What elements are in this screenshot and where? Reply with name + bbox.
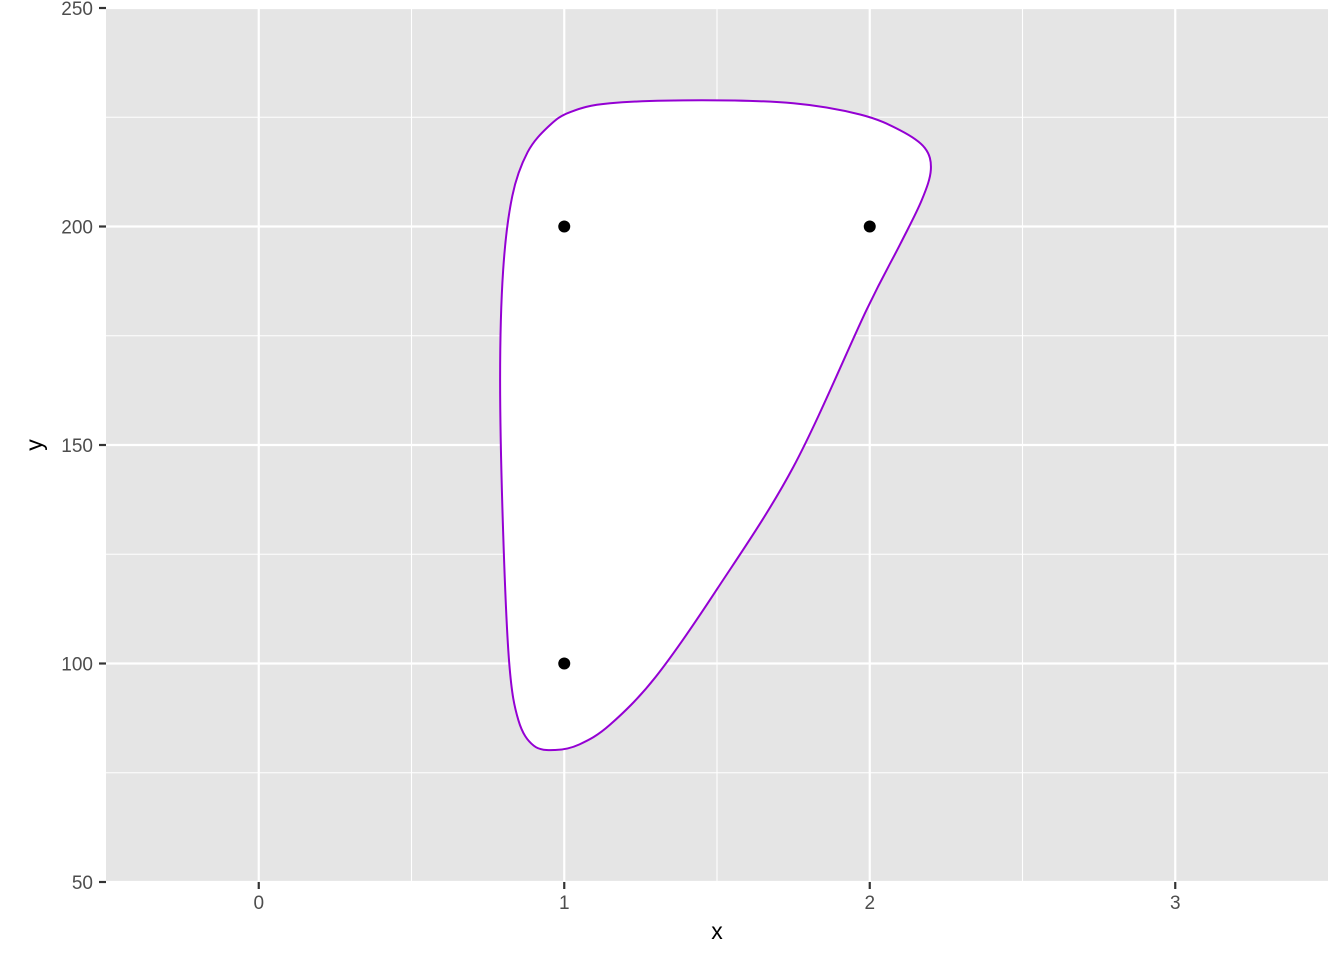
y-tick-label: 150 bbox=[61, 436, 93, 457]
x-tick-label: 3 bbox=[1170, 893, 1181, 914]
y-tick-label: 200 bbox=[61, 218, 93, 239]
x-axis: 0 1 2 3 bbox=[253, 882, 1181, 914]
y-axis: 50 100 150 200 250 bbox=[61, 0, 106, 894]
data-points bbox=[558, 220, 876, 670]
x-tick-label: 1 bbox=[559, 893, 570, 914]
data-point bbox=[558, 220, 571, 233]
data-point bbox=[863, 220, 876, 233]
y-tick-label: 250 bbox=[61, 0, 93, 20]
y-tick-label: 100 bbox=[61, 655, 93, 676]
x-tick-label: 2 bbox=[864, 893, 875, 914]
y-axis-title: y bbox=[21, 439, 47, 451]
x-axis-title: x bbox=[711, 918, 723, 944]
y-tick-label: 50 bbox=[72, 873, 93, 894]
x-tick-label: 0 bbox=[253, 893, 264, 914]
data-point bbox=[558, 657, 571, 670]
encircle-region bbox=[499, 99, 932, 752]
